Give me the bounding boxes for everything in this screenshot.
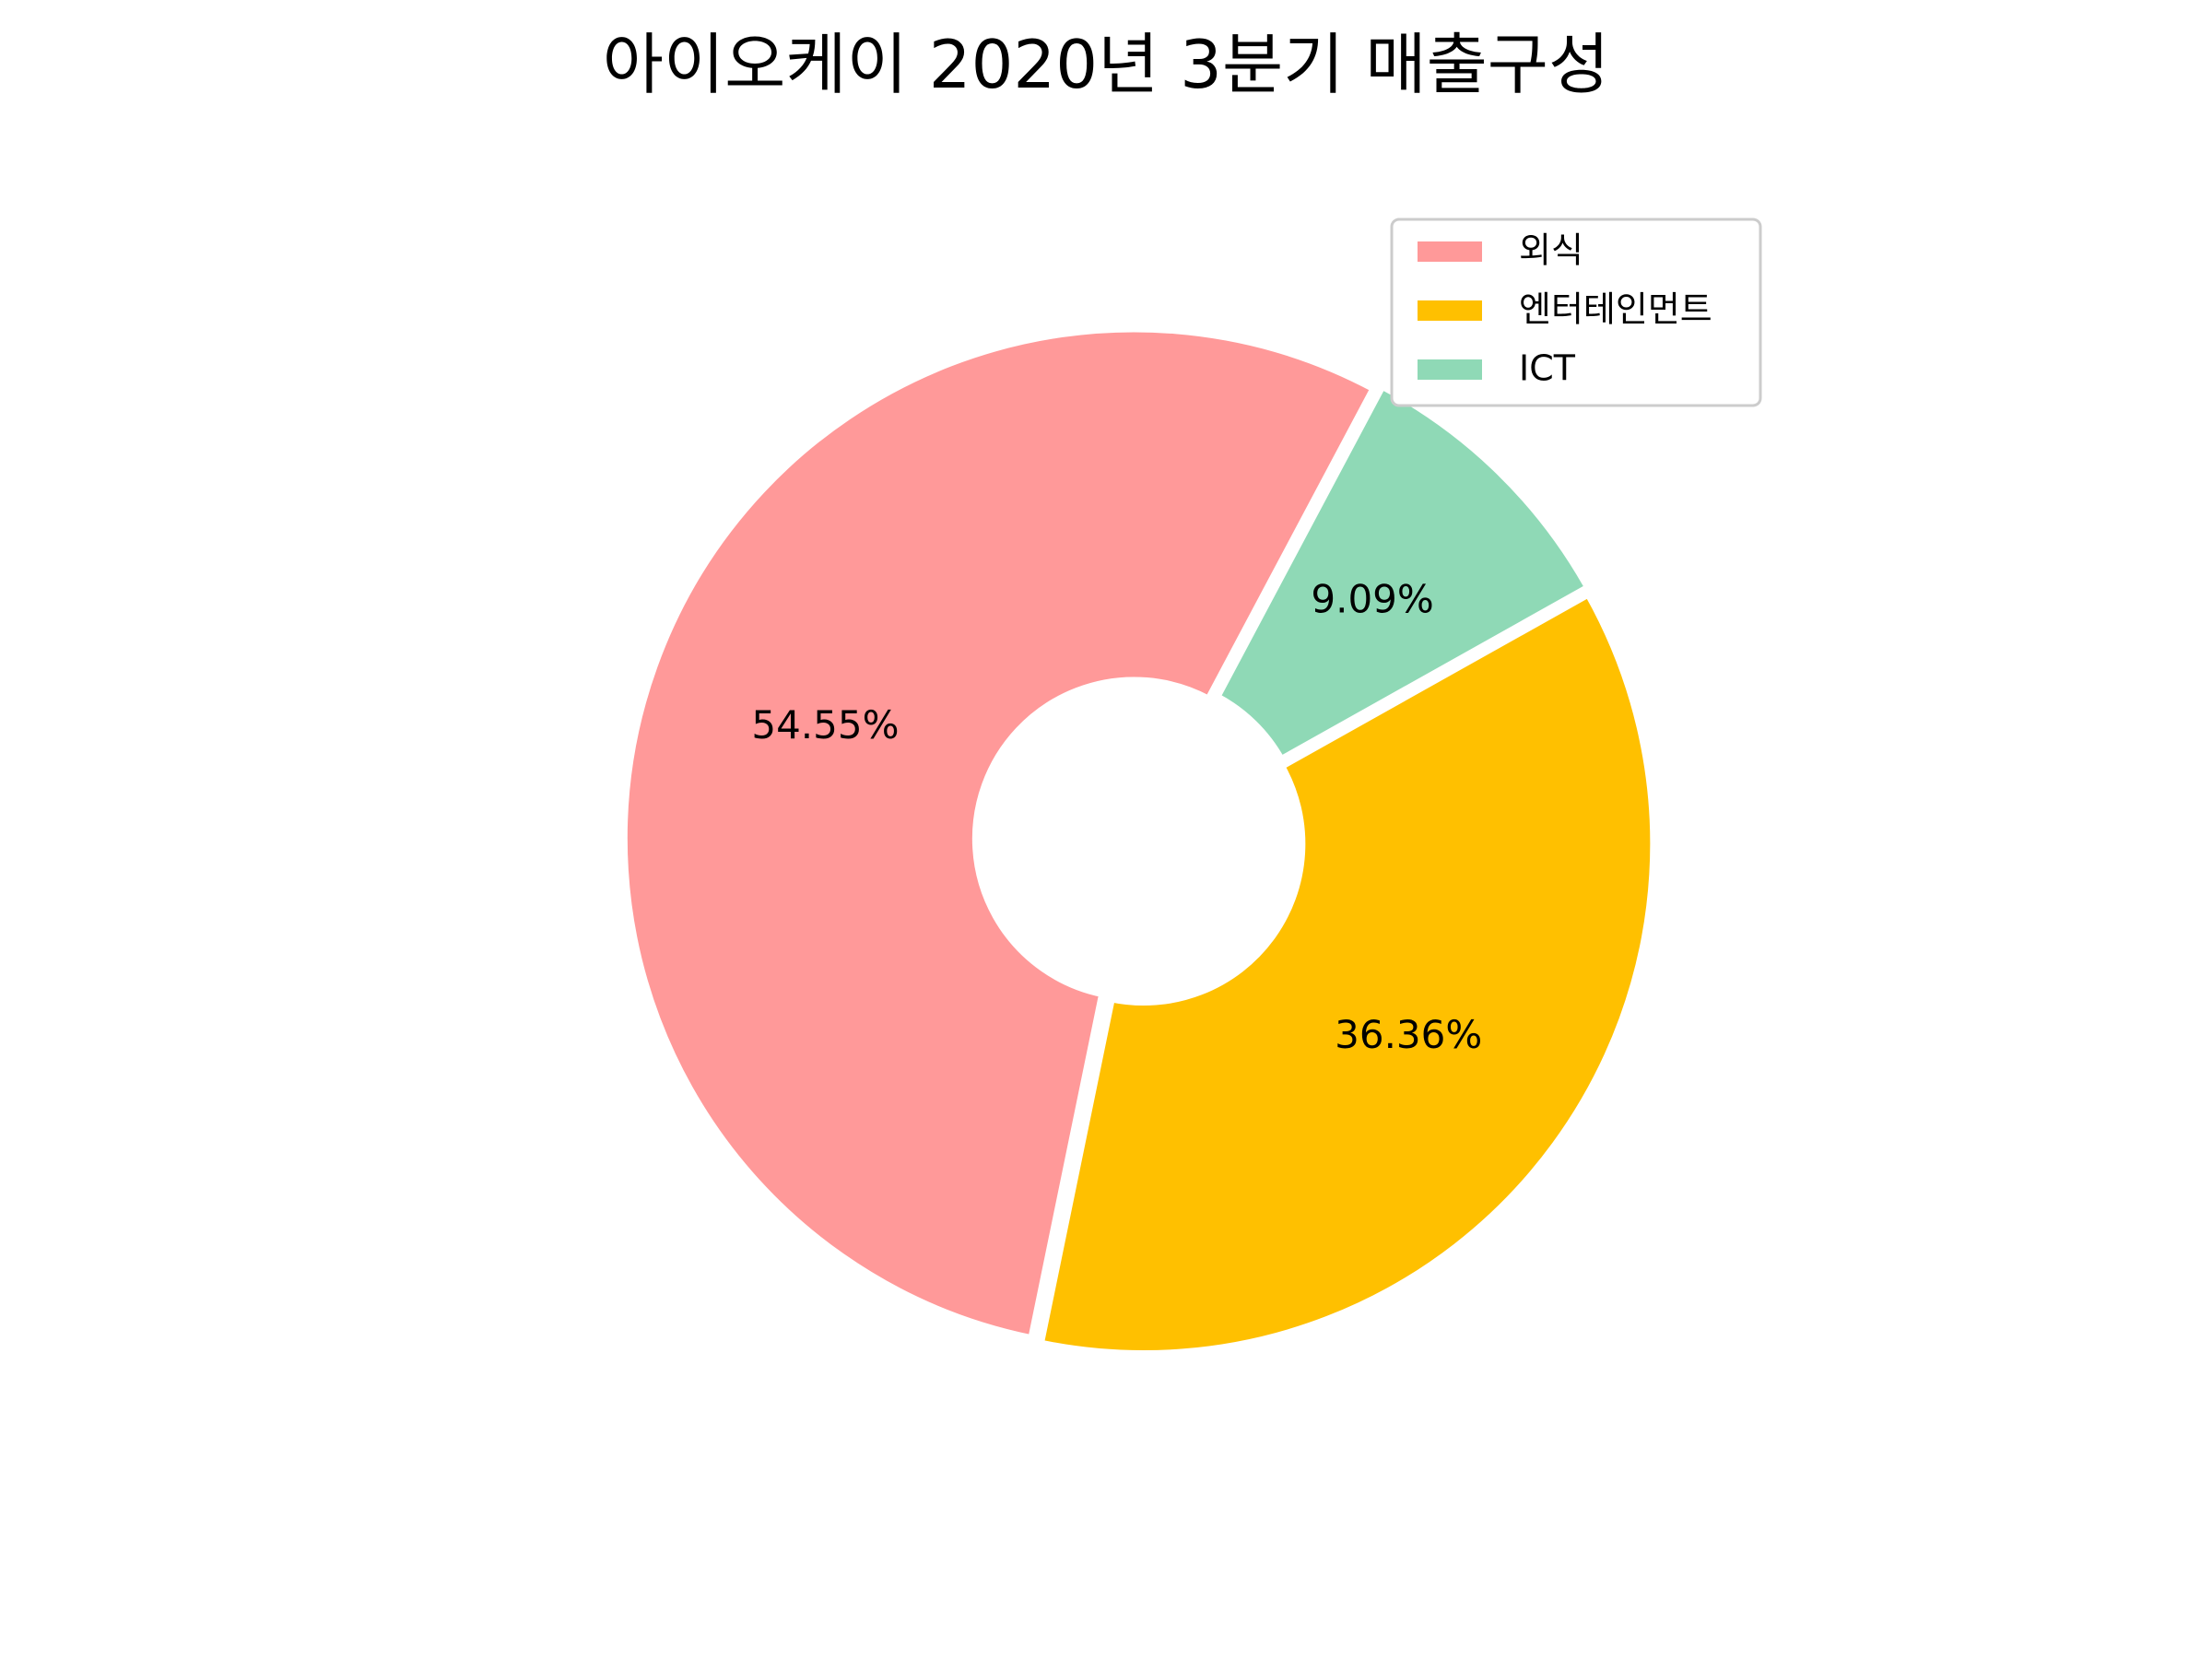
chart-title: 아이오케이 2020년 3분기 매출구성 [603,26,1610,103]
slice-label-1: 54.55% [751,702,899,747]
slice-1 [620,325,1377,1342]
legend-label-2: 엔터테인먼트 [1519,289,1712,330]
percentage-labels: 54.55% 36.36% 9.09% [751,577,1482,1057]
legend-swatch-2 [1418,300,1482,321]
legend-swatch-1 [1418,241,1482,262]
slice-label-2: 36.36% [1335,1012,1482,1057]
slice-2 [1037,591,1657,1358]
legend-label-3: ICT [1519,348,1576,389]
donut-slices [620,325,1657,1358]
legend-swatch-3 [1418,359,1482,380]
legend-frame [1390,218,1762,407]
legend-label-1: 외식 [1519,230,1583,271]
slice-label-3: 9.09% [1311,577,1433,622]
